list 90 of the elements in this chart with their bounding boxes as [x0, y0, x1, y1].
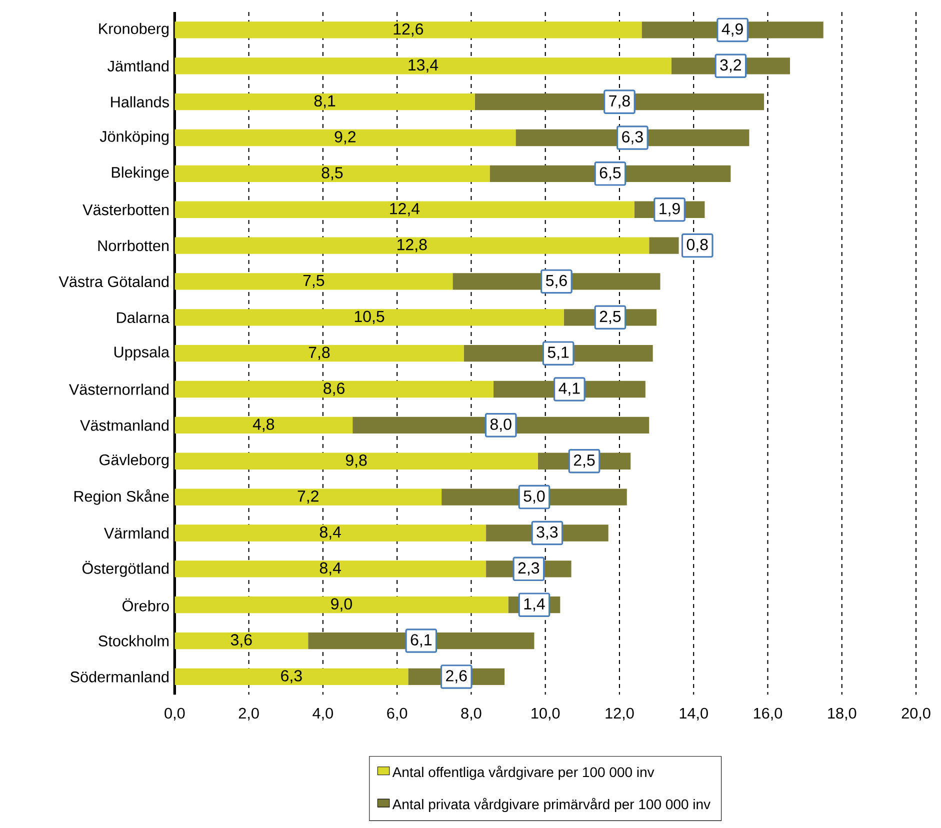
- y-tick-label: Blekinge: [112, 166, 169, 181]
- data-label: 12,4: [390, 203, 420, 216]
- data-label: 7,5: [303, 274, 324, 288]
- y-tick-label: Örebro: [122, 598, 169, 612]
- bar: [174, 93, 475, 110]
- data-label: 12,6: [394, 23, 424, 37]
- data-label: 7,8: [609, 95, 630, 108]
- bar: [174, 22, 642, 38]
- data-label: 12,8: [398, 238, 427, 252]
- data-label: 8,4: [320, 526, 342, 540]
- bar: [174, 416, 353, 434]
- y-tick-label: Östergötland: [82, 560, 169, 577]
- bar: [174, 309, 564, 326]
- data-label: 1,4: [524, 598, 545, 612]
- y-tick-label: Jönköping: [100, 130, 168, 145]
- y-tick-label: Värmland: [104, 527, 169, 539]
- bar: [174, 668, 408, 686]
- bar: [174, 345, 464, 362]
- data-label: 6,5: [600, 167, 621, 180]
- data-label: 3,3: [536, 526, 558, 540]
- x-tick-label: 10,0: [532, 708, 560, 720]
- data-label: 8,5: [322, 167, 343, 180]
- bar: [174, 524, 486, 542]
- data-label: 9,2: [334, 131, 356, 144]
- bar: [174, 201, 634, 218]
- legend-label: Antal offentliga vårdgivare per 100 000 inv: [392, 766, 654, 780]
- data-label: 7,2: [298, 490, 318, 504]
- data-label: 2,6: [446, 670, 467, 684]
- data-label: 8,0: [490, 418, 512, 432]
- data-label: 4,9: [722, 23, 743, 37]
- bar: [174, 452, 538, 470]
- y-tick-label: Hallands: [111, 96, 169, 108]
- data-label: 2,5: [574, 454, 595, 468]
- y-tick-label: Västerbotten: [82, 204, 169, 216]
- bar: [174, 58, 672, 74]
- y-tick-label: Västra Götaland: [58, 276, 168, 288]
- bar: [174, 488, 442, 506]
- data-label: 4,8: [252, 418, 274, 432]
- y-tick-label: Region Skåne: [74, 489, 169, 505]
- y-tick-label: Jämtland: [108, 60, 169, 72]
- x-tick-label: 16,0: [754, 708, 782, 720]
- data-label: 6,3: [622, 131, 643, 144]
- y-tick-label: Dalarna: [117, 312, 170, 324]
- data-label: 2,5: [600, 310, 621, 324]
- x-tick-label: 6,0: [387, 708, 408, 720]
- data-label: 5,6: [546, 274, 567, 288]
- data-label: 8,1: [314, 95, 336, 108]
- bar: [174, 129, 516, 146]
- data-label: 8,4: [320, 562, 342, 576]
- data-label: 4,1: [558, 382, 580, 396]
- data-label: 0,8: [686, 238, 708, 252]
- data-label: 5,1: [548, 346, 569, 360]
- data-label: 8,6: [324, 382, 344, 396]
- data-label: 10,5: [354, 310, 384, 324]
- y-tick-label: Södermanland: [70, 671, 168, 682]
- x-tick-label: 20,0: [902, 708, 930, 720]
- bar: [174, 237, 650, 254]
- bar: [174, 560, 486, 578]
- data-label: 7,8: [308, 346, 330, 360]
- x-tick-label: 12,0: [606, 708, 634, 720]
- bar: [649, 237, 679, 254]
- bar: [174, 596, 508, 614]
- bar: [174, 380, 494, 398]
- data-label: 2,3: [518, 562, 540, 576]
- data-label: 1,9: [660, 203, 680, 216]
- x-tick-label: 18,0: [828, 708, 856, 720]
- y-tick-label: Gävleborg: [100, 454, 169, 468]
- x-tick-label: 0,0: [164, 708, 185, 720]
- bar: [174, 165, 490, 182]
- y-tick-label: Västmanland: [80, 420, 168, 431]
- data-label: 3,2: [720, 59, 741, 72]
- x-tick-label: 2,0: [238, 708, 259, 720]
- y-tick-label: Norrbotten: [98, 240, 169, 252]
- legend-label: Antal privata vårdgivare primärvård per 100 000 inv: [392, 798, 710, 812]
- data-label: 13,4: [408, 59, 438, 72]
- x-tick-label: 8,0: [461, 708, 482, 720]
- data-label: 3,6: [230, 634, 252, 648]
- data-label: 6,3: [281, 670, 302, 684]
- y-tick-label: Västernorrland: [69, 384, 168, 395]
- x-tick-label: 4,0: [312, 708, 333, 720]
- bar: [174, 632, 308, 650]
- bar: [174, 273, 453, 290]
- y-tick-label: Stockholm: [98, 635, 168, 646]
- data-label: 5,0: [524, 490, 545, 504]
- y-tick-label: Uppsala: [114, 346, 170, 360]
- y-tick-label: Kronoberg: [99, 22, 168, 38]
- data-label: 9,8: [346, 454, 367, 468]
- data-label: 6,1: [410, 634, 432, 648]
- x-tick-label: 14,0: [680, 708, 708, 720]
- data-label: 9,0: [331, 598, 352, 612]
